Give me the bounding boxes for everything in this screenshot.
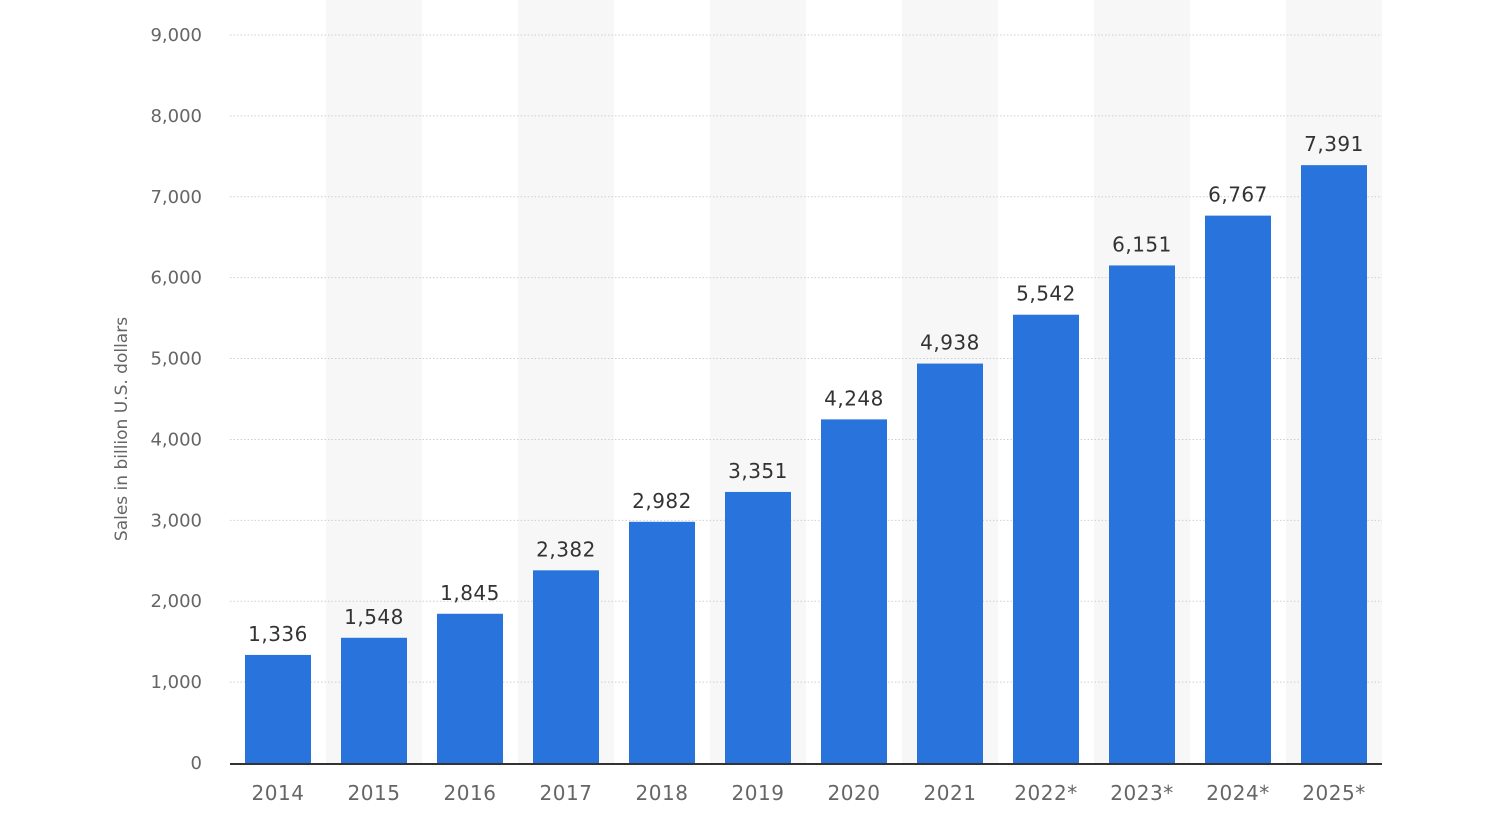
bar-2015 <box>341 637 407 763</box>
data-label: 1,548 <box>344 605 404 629</box>
x-tick-label: 2020 <box>828 781 881 805</box>
x-axis-ticks: 2014 2015 2016 2017 2018 2019 2020 2021 2022* 202… <box>252 781 1366 805</box>
y-tick-label: 5,000 <box>150 349 202 370</box>
x-tick-label: 2024* <box>1206 781 1269 805</box>
bar-2024-projected <box>1205 215 1271 764</box>
y-tick-label: 0 <box>191 753 202 774</box>
data-label: 6,151 <box>1112 232 1172 256</box>
y-tick-label: 7,000 <box>150 187 202 208</box>
bar-2025-projected <box>1301 165 1367 764</box>
bars <box>245 165 1367 764</box>
data-label: 1,336 <box>248 622 308 646</box>
y-tick-label: 2,000 <box>150 591 202 612</box>
x-tick-label: 2018 <box>636 781 689 805</box>
x-tick-label: 2017 <box>540 781 593 805</box>
bar-2017 <box>533 570 599 763</box>
x-tick-label: 2025* <box>1302 781 1365 805</box>
x-tick-label: 2015 <box>348 781 401 805</box>
x-tick-label: 2022* <box>1014 781 1077 805</box>
data-label: 7,391 <box>1304 132 1364 156</box>
x-tick-label: 2016 <box>444 781 497 805</box>
x-tick-label: 2019 <box>732 781 785 805</box>
data-label: 2,982 <box>632 489 692 513</box>
gridlines <box>230 34 1382 683</box>
x-tick-label: 2014 <box>252 781 305 805</box>
y-axis-ticks: 0 1,000 2,000 3,000 4,000 5,000 6,000 7,000 8,00… <box>150 25 202 774</box>
y-axis-title: Sales in billion U.S. dollars <box>112 317 132 541</box>
data-label: 4,938 <box>920 331 980 355</box>
bar-2014 <box>245 654 311 763</box>
y-tick-label: 4,000 <box>150 429 202 450</box>
data-label: 1,845 <box>440 581 500 605</box>
background-band <box>326 0 422 763</box>
bar-2018 <box>629 521 695 763</box>
y-tick-label: 8,000 <box>150 106 202 127</box>
bar-2022-projected <box>1013 314 1079 763</box>
bar-2016 <box>437 613 503 763</box>
data-label: 3,351 <box>728 459 788 483</box>
bar-2020 <box>821 419 887 763</box>
data-labels: 1,336 1,548 1,845 2,382 2,982 3,351 4,248 4,938… <box>248 132 1364 646</box>
x-tick-label: 2021 <box>924 781 977 805</box>
bar-2023-projected <box>1109 265 1175 763</box>
data-label: 4,248 <box>824 386 884 410</box>
y-tick-label: 9,000 <box>150 25 202 46</box>
y-tick-label: 6,000 <box>150 268 202 289</box>
y-tick-label: 1,000 <box>150 672 202 693</box>
bar-2021 <box>917 363 983 763</box>
data-label: 5,542 <box>1016 282 1076 306</box>
data-label: 6,767 <box>1208 183 1268 207</box>
x-tick-label: 2023* <box>1110 781 1173 805</box>
data-label: 2,382 <box>536 537 596 561</box>
bar-2019 <box>725 491 791 763</box>
y-tick-label: 3,000 <box>150 510 202 531</box>
